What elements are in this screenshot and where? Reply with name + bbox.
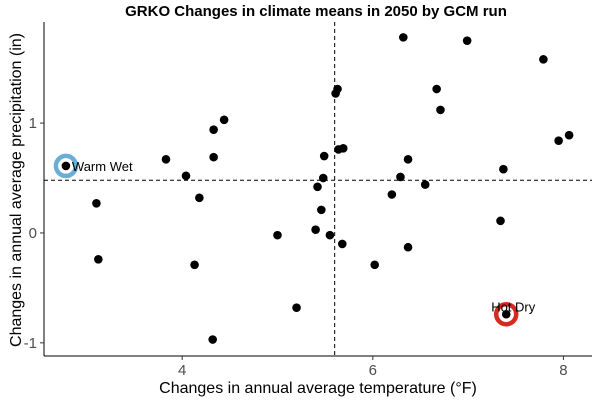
data-point xyxy=(501,309,511,319)
plot-area: 4 6 8 -1 0 1 Warm Wet Hot Dry xyxy=(24,22,592,379)
data-point xyxy=(209,125,218,134)
data-point xyxy=(462,36,472,45)
data-point xyxy=(564,130,574,140)
y-tick-label: 0 xyxy=(29,225,37,242)
data-point xyxy=(317,205,326,215)
x-axis-title: Changes in annual average temperature (°… xyxy=(159,380,477,397)
data-point xyxy=(319,151,329,161)
data-point xyxy=(432,84,441,94)
annotation-ring xyxy=(493,302,519,327)
data-point xyxy=(311,225,320,234)
data-point xyxy=(554,136,563,145)
data-point xyxy=(92,198,101,208)
data-point xyxy=(539,55,548,64)
data-point xyxy=(273,230,282,240)
data-point xyxy=(195,193,204,203)
data-point xyxy=(292,303,301,312)
y-tick-label: -1 xyxy=(24,335,37,352)
data-point xyxy=(333,84,342,94)
data-point xyxy=(219,115,229,125)
x-tick-label: 4 xyxy=(178,362,186,379)
data-point xyxy=(338,239,347,249)
data-point xyxy=(161,155,171,164)
data-point xyxy=(61,161,71,171)
data-point xyxy=(208,335,217,344)
data-point xyxy=(398,33,408,42)
annotation-ring xyxy=(53,153,79,179)
data-point xyxy=(181,171,191,181)
data-point xyxy=(370,260,380,270)
data-point xyxy=(420,180,430,189)
annotation-label: Warm Wet xyxy=(72,159,133,174)
data-point xyxy=(338,144,348,153)
data-point xyxy=(436,105,445,115)
data-point xyxy=(318,173,328,183)
annotation-label: Hot Dry xyxy=(491,299,536,314)
data-point xyxy=(209,152,218,162)
x-tick-label: 6 xyxy=(369,362,377,379)
chart-title: GRKO Changes in climate means in 2050 by… xyxy=(125,3,507,20)
data-point xyxy=(313,182,322,192)
data-point xyxy=(190,260,199,270)
x-tick-label: 8 xyxy=(559,362,567,379)
y-axis-title: Changes in annual average precipitation … xyxy=(8,33,25,347)
data-point xyxy=(499,164,508,174)
data-point xyxy=(325,230,335,240)
data-point xyxy=(496,216,505,226)
data-point xyxy=(94,255,103,264)
y-tick-label: 1 xyxy=(29,115,37,132)
data-point xyxy=(403,242,413,252)
data-point xyxy=(387,190,397,199)
data-point xyxy=(403,155,413,164)
data-point xyxy=(396,172,405,182)
